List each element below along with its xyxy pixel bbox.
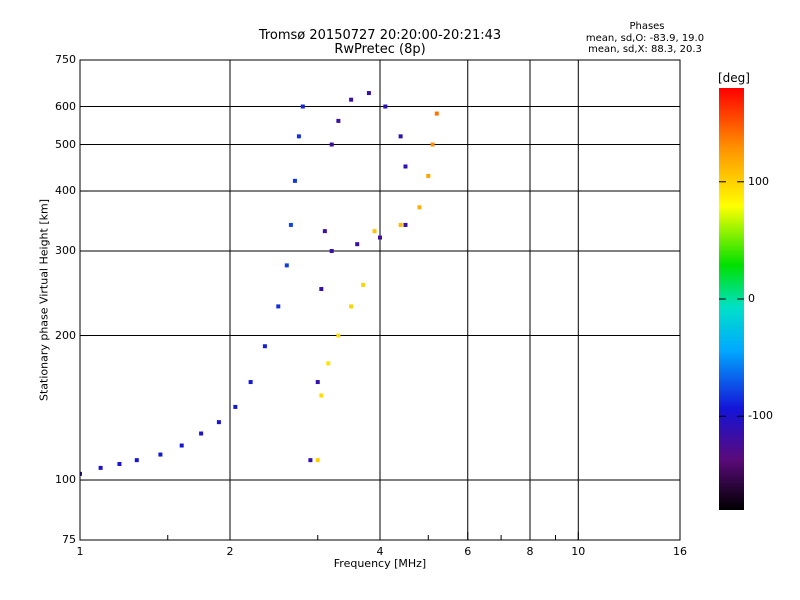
echo-point [158, 452, 163, 457]
x-tick-label: 6 [464, 545, 472, 558]
echo-point [288, 222, 293, 227]
colorbar-tick-label: 0 [748, 292, 755, 305]
colorbar-tick-label: 100 [748, 174, 769, 188]
y-tick-label: 750 [55, 53, 76, 66]
echo-point [326, 361, 331, 366]
x-tick-label: 2 [226, 545, 234, 558]
y-tick-label: 100 [55, 473, 76, 487]
axis-ticks [79, 59, 681, 541]
echo-point [372, 229, 377, 234]
echo-point [336, 333, 341, 338]
echo-point [355, 242, 360, 247]
x-tick-label: 4 [376, 545, 384, 558]
echo-point [434, 111, 439, 116]
colorbar-ticks [719, 181, 744, 417]
y-tick-label: 600 [55, 99, 76, 113]
echo-point [417, 205, 422, 210]
y-tick-label: 400 [55, 184, 76, 198]
echo-point [80, 471, 82, 476]
echo-point [296, 134, 301, 139]
echo-points [80, 91, 439, 476]
echo-point [319, 393, 324, 398]
echo-point [292, 178, 297, 183]
echo-point [398, 134, 403, 139]
echo-point [430, 142, 435, 147]
echo-point [284, 263, 289, 268]
echo-point [216, 420, 221, 425]
echo-point [276, 304, 281, 309]
echo-point [248, 380, 253, 385]
echo-point [361, 282, 366, 287]
echo-point [98, 465, 103, 470]
echo-point [262, 344, 267, 349]
y-tick-label: 500 [55, 137, 76, 151]
echo-point [349, 304, 354, 309]
echo-point [300, 104, 305, 109]
echo-point [315, 380, 320, 385]
chart-subtitle: RwPretec (8p) [334, 42, 426, 57]
x-tick-label: 16 [673, 545, 687, 558]
echo-point [403, 222, 408, 227]
echo-point [322, 229, 327, 234]
y-tick-label: 300 [55, 244, 76, 257]
x-tick-label: 8 [526, 545, 534, 558]
echo-point [383, 104, 388, 109]
y-tick-label: 75 [62, 533, 76, 546]
stats-heading: Phases [629, 21, 665, 32]
x-axis-label: Frequency [MHz] [333, 557, 427, 570]
echo-point [329, 142, 334, 147]
echo-point [336, 118, 341, 123]
echo-point [233, 404, 238, 409]
echo-point [319, 287, 324, 292]
echo-point [134, 458, 139, 463]
echo-point [329, 249, 334, 254]
echo-point [117, 461, 122, 466]
y-tick-label: 200 [55, 328, 76, 342]
x-tick-label: 1 [76, 545, 84, 558]
echo-point [398, 222, 403, 227]
echo-point [308, 458, 313, 463]
colorbar-tick-label: -100 [748, 409, 773, 423]
echo-point [366, 91, 371, 96]
colorbar-unit: [deg] [718, 71, 750, 85]
echo-point [199, 431, 204, 436]
echo-point [378, 235, 382, 240]
echo-point [315, 458, 320, 463]
chart-title: Tromsø 20150727 20:20:00-20:21:43 [258, 28, 502, 43]
echo-point [426, 173, 431, 178]
grid-lines [80, 60, 680, 540]
stats-x-mode: mean, sd,X: 88.3, 20.3 [588, 44, 702, 55]
echo-point [403, 164, 408, 169]
y-axis-label: Stationary phase Virtual Height [km] [37, 198, 51, 402]
stats-o-mode: mean, sd,O: -83.9, 19.0 [585, 33, 705, 44]
x-tick-label: 10 [571, 545, 586, 558]
echo-point [179, 443, 184, 448]
echo-point [349, 97, 354, 102]
